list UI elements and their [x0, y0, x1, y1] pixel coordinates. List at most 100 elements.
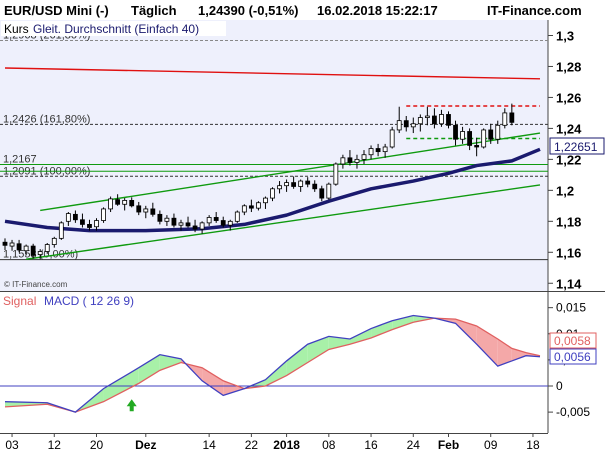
candle-up [23, 245, 29, 252]
buy-signal-arrow-icon [126, 399, 137, 412]
macd-positive-fill [392, 315, 414, 330]
candle-down [488, 129, 494, 140]
candle-up [164, 217, 170, 222]
candle-down [171, 217, 177, 226]
candle-up [298, 180, 304, 187]
candle-up [340, 157, 346, 165]
candle-down [248, 205, 254, 209]
candle-up [178, 222, 184, 226]
candle-up [368, 148, 374, 156]
candle-up [108, 198, 113, 210]
macd-tick-label: -0,005 [556, 405, 590, 419]
candle-down [446, 114, 451, 126]
candle-down [115, 199, 121, 205]
candle-up [143, 208, 149, 213]
price-tick-label: 1,2 [556, 183, 574, 198]
macd-positive-fill [349, 328, 372, 345]
candle-down [213, 217, 219, 221]
candle-up [234, 211, 240, 222]
timestamp: 16.02.2018 15:22:17 [317, 3, 438, 18]
candle-down [319, 188, 325, 199]
macd-line [4, 314, 541, 413]
candle-down [2, 241, 8, 246]
time-tick-label: Feb [438, 438, 459, 452]
candle-up [389, 129, 395, 148]
macd-tag-box [549, 348, 597, 365]
candle-down [136, 205, 142, 213]
time-tick-label: Dez [135, 438, 156, 452]
price-tick-label: 1,14 [556, 276, 582, 291]
candle-up [284, 182, 289, 187]
chart-header: EUR/USD Mini (-) Täglich 1,24390 (-0,51%… [0, 0, 605, 20]
macd-positive-fill [103, 367, 139, 402]
macd-negative-fill [202, 367, 224, 396]
macd-panel-background [0, 292, 548, 433]
candle-up [502, 112, 508, 126]
time-tick-label: 09 [484, 438, 498, 452]
candle-up [495, 124, 501, 140]
price-tag-label: 1,22651 [554, 140, 598, 154]
macd-positive-fill [371, 320, 393, 338]
time-tick-label: 14 [202, 438, 216, 452]
candle-down [453, 124, 458, 140]
macd-value-label: 0,0056 [554, 350, 591, 364]
candle-up [333, 163, 339, 185]
candle-down [185, 222, 191, 227]
candle-up [241, 205, 247, 213]
channel-upper-line [40, 132, 541, 212]
candle-up [101, 208, 106, 221]
price-tick-label: 1,18 [556, 214, 581, 229]
macd-negative-fill [497, 339, 512, 367]
candle-up [65, 213, 71, 222]
legend-sma: Gleit. Durchschnitt (Einfach 40) [33, 22, 199, 36]
time-tick-label: 16 [364, 438, 378, 452]
price-tag-box [549, 137, 605, 155]
macd-tick-label: 0,015 [556, 301, 586, 315]
time-tick-label: 18 [526, 438, 540, 452]
candle-down [375, 148, 381, 153]
candle-up [396, 120, 402, 131]
candle-up [439, 114, 444, 125]
candle-up [94, 220, 99, 228]
macd-positive-fill [138, 354, 160, 384]
signal-line [4, 317, 541, 413]
sma-40-line [4, 147, 541, 233]
candle-up [37, 251, 43, 256]
candle-up [326, 183, 332, 199]
candle-down [474, 145, 480, 148]
macd-positive-fill [328, 336, 350, 350]
signal-tag-box [549, 332, 597, 349]
copyright: © IT-Finance.com [4, 280, 68, 289]
time-tick-label: 12 [48, 438, 62, 452]
candle-down [432, 115, 437, 125]
price-change: 1,24390 (-0,51%) [198, 3, 299, 18]
macd-negative-fill [223, 380, 245, 396]
candle-down [87, 224, 92, 228]
legend-kurs: Kurs [4, 22, 29, 36]
time-tick-label: 24 [407, 438, 421, 452]
macd-positive-fill [159, 354, 181, 371]
candle-up [122, 200, 128, 205]
candle-down [72, 213, 78, 221]
macd-negative-fill [511, 348, 526, 361]
candle-down [312, 183, 318, 190]
candle-up [199, 222, 205, 230]
fib-level-label-1: 1,2426 (161,80%) [3, 113, 90, 125]
candle-down [220, 220, 226, 226]
legend-box [1, 21, 226, 36]
candle-down [129, 200, 135, 207]
instrument-title: EUR/USD Mini (-) [4, 3, 109, 18]
macd-positive-fill [265, 360, 287, 386]
candle-down [16, 243, 22, 251]
candle-up [410, 123, 416, 128]
candle-down [80, 219, 85, 225]
fib-level-label-2: 1,2167 [3, 153, 37, 165]
price-tick-label: 1,28 [556, 59, 581, 74]
candle-down [305, 180, 311, 185]
candle-up [382, 146, 388, 153]
candle-up [206, 217, 212, 224]
macd-positive-fill [286, 344, 308, 376]
candle-down [403, 120, 409, 128]
channel-lower-line [26, 184, 541, 260]
